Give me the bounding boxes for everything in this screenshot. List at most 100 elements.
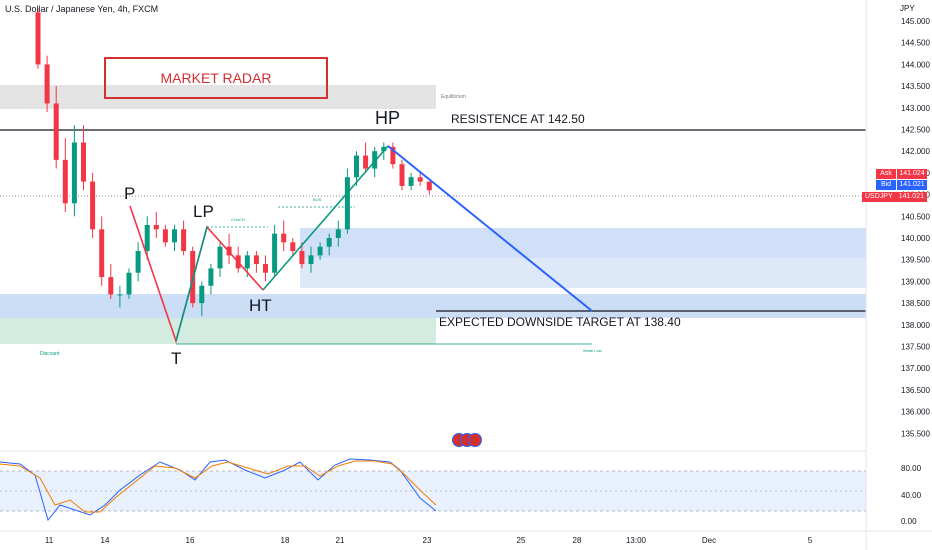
pattern-green-leg: [175, 226, 208, 342]
candle-body: [62, 159, 68, 204]
label-p: P: [124, 184, 136, 203]
candle-body: [263, 264, 268, 273]
discount-label: Discount: [40, 351, 60, 357]
price-tick-label: 136.000: [901, 408, 930, 417]
candle-body: [117, 294, 123, 296]
ask-value: 141.024: [897, 169, 927, 179]
time-tick-label: Dec: [702, 536, 716, 545]
candle-body: [44, 64, 50, 104]
candle-body: [390, 146, 396, 165]
price-tick-label: 139.000: [901, 277, 930, 286]
bid-value: 141.021: [897, 180, 927, 190]
time-tick-label: 16: [186, 536, 195, 545]
candle-body: [90, 181, 96, 230]
stoch-tick-label: 0.00: [901, 517, 917, 526]
candle-body: [372, 151, 378, 169]
stoch-k-line: [0, 458, 437, 522]
candle-body: [344, 177, 350, 230]
candle-body: [299, 251, 305, 265]
ask-label: Ask: [876, 169, 896, 179]
candle-body: [272, 233, 278, 273]
symbol-label: USDJPY: [865, 193, 893, 200]
banner-text: MARKET RADAR: [160, 70, 272, 86]
time-tick-label: 18: [281, 536, 290, 545]
choch-label: CHoCH: [231, 217, 245, 222]
flag-icon[interactable]: [468, 433, 482, 447]
candle-body: [317, 246, 323, 256]
candle-body: [426, 181, 432, 191]
candle-body: [326, 238, 332, 247]
candle-body: [53, 103, 59, 160]
stoch-d-line: [0, 460, 437, 513]
label-lp: LP: [193, 202, 214, 221]
candle-body: [153, 224, 159, 230]
currency-label: JPY: [900, 4, 915, 13]
chart-title: U.S. Dollar / Japanese Yen, 4h, FXCM: [5, 4, 159, 14]
candle-body: [354, 155, 359, 178]
candle-body: [208, 268, 214, 286]
time-tick-label: 25: [517, 536, 526, 545]
price-tick-label: 145.000: [901, 17, 930, 26]
price-tick-label: 144.000: [901, 60, 930, 69]
projection-line: [387, 145, 593, 312]
price-tick-label: 142.000: [901, 147, 930, 156]
time-tick-label: 21: [336, 536, 345, 545]
price-tick-label: 138.500: [901, 299, 930, 308]
supply-zone-upper: [300, 228, 866, 258]
price-tick-label: 140.500: [901, 212, 930, 221]
candle-body: [126, 272, 132, 295]
equilibrium-label: Equilibrium: [441, 94, 466, 100]
candle-body: [381, 146, 387, 152]
label-ht: HT: [249, 296, 272, 315]
candle-body: [363, 155, 369, 169]
time-tick-label: 11: [45, 536, 54, 545]
label-t: T: [171, 349, 182, 368]
discount-zone: [0, 318, 436, 344]
time-tick-label: 14: [101, 536, 110, 545]
price-tick-label: 143.000: [901, 104, 930, 113]
target-label: EXPECTED DOWNSIDE TARGET AT 138.40: [439, 315, 681, 329]
price-axis[interactable]: 145.000 144.500 144.000 143.500 143.000 142.5…: [901, 17, 930, 438]
candle-body: [335, 229, 341, 238]
candle-body: [199, 285, 205, 304]
candle-body: [399, 164, 405, 186]
stoch-tick-label: 80.00: [901, 464, 922, 473]
candle-body: [417, 177, 423, 182]
time-tick-label: 28: [573, 536, 582, 545]
candle-body: [81, 142, 86, 182]
stochastic-axis: 80.00 40.00 0.00: [901, 464, 922, 526]
demand-zone: [0, 294, 866, 318]
supply-zone-lower: [300, 256, 866, 288]
candle-body: [99, 229, 105, 278]
candle-body: [290, 242, 296, 252]
weak-low-label: Weak Low: [583, 348, 602, 353]
price-tick-label: 143.500: [901, 82, 930, 91]
candle-body: [71, 142, 77, 204]
candle-body: [244, 255, 250, 269]
price-tick-label: 137.500: [901, 343, 930, 352]
price-tick-label: 142.500: [901, 126, 930, 135]
stoch-tick-label: 40.00: [901, 491, 922, 500]
time-tick-label: 5: [808, 536, 813, 545]
candle-body: [281, 233, 287, 243]
symbol-tag: USDJPY 141.021: [862, 192, 927, 202]
candle-body: [108, 277, 114, 295]
candle-body: [144, 224, 150, 252]
resistance-label: RESISTENCE AT 142.50: [451, 112, 585, 126]
candle-body: [172, 229, 177, 243]
time-axis[interactable]: 11 14 16 18 21 23 25 28 13:00 Dec 5: [45, 536, 813, 545]
price-tick-label: 136.500: [901, 386, 930, 395]
candle-body: [181, 229, 187, 252]
time-tick-label: 13:00: [626, 536, 647, 545]
price-tick-label: 135.500: [901, 429, 930, 438]
candle-body: [135, 251, 141, 273]
candle-body: [35, 12, 41, 65]
price-tick-label: 140.000: [901, 234, 930, 243]
price-tick-label: 137.000: [901, 364, 930, 373]
price-tick-label: 139.500: [901, 256, 930, 265]
event-icons[interactable]: [452, 433, 482, 447]
price-tick-label: 138.000: [901, 321, 930, 330]
time-tick-label: 23: [423, 536, 432, 545]
market-radar-banner: MARKET RADAR: [104, 57, 328, 99]
